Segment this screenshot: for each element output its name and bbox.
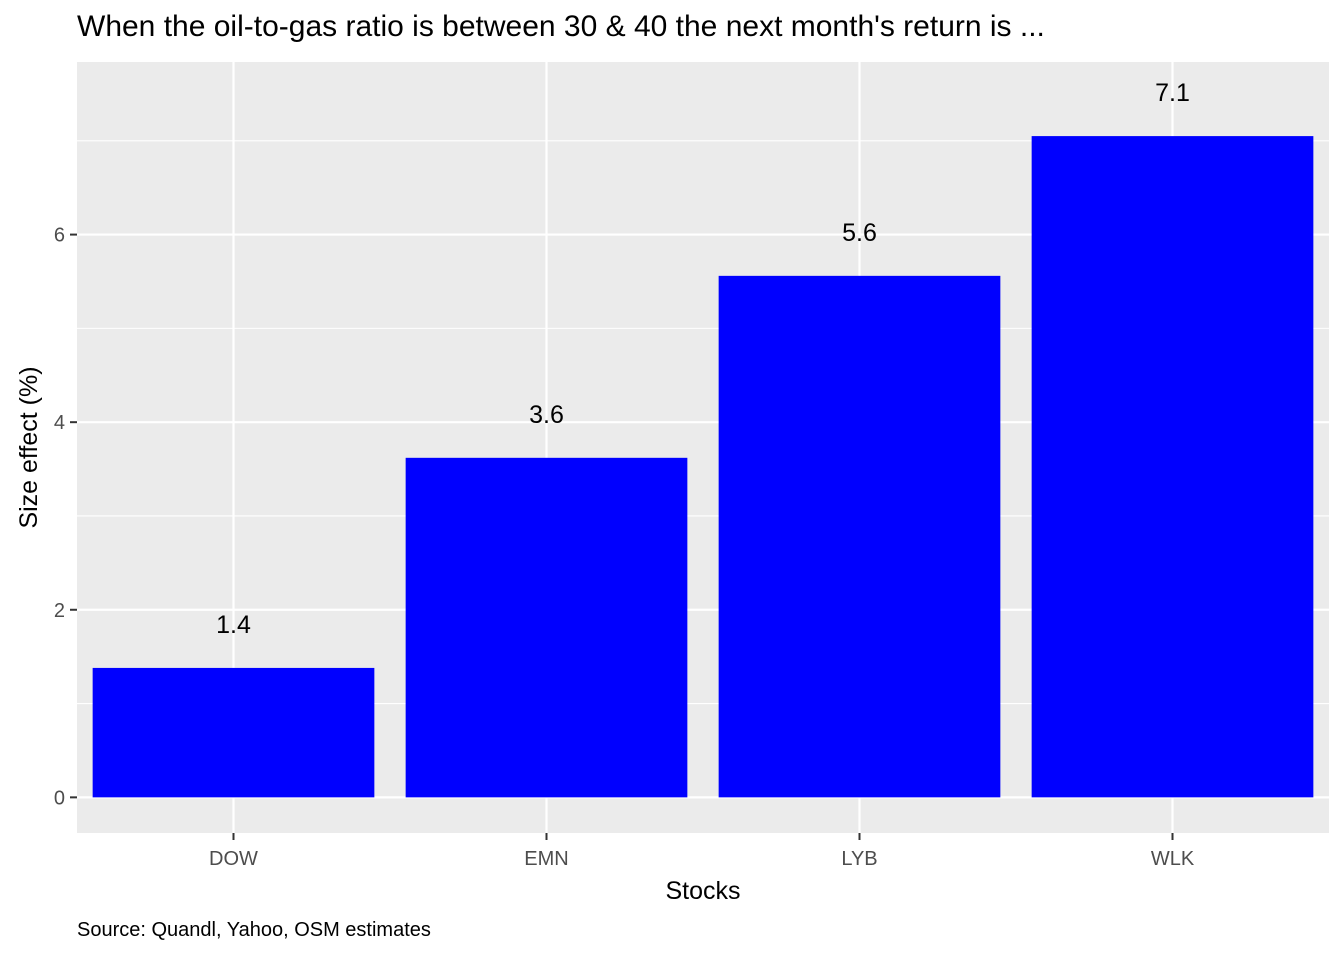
bar-lyb bbox=[718, 275, 1001, 798]
y-axis: 0 2 4 6 bbox=[54, 225, 77, 809]
x-tick-label: WLK bbox=[1151, 848, 1195, 870]
bar-labels: 1.4 3.6 5.6 7.1 bbox=[216, 79, 1190, 639]
x-axis-title: Stocks bbox=[665, 877, 740, 905]
bar-emn bbox=[405, 457, 688, 798]
bar-dow bbox=[92, 667, 375, 798]
data-label-emn: 3.6 bbox=[529, 401, 564, 429]
bars bbox=[92, 136, 1314, 798]
y-tick-label: 4 bbox=[54, 412, 65, 434]
data-label-lyb: 5.6 bbox=[842, 219, 877, 247]
data-label-dow: 1.4 bbox=[216, 611, 251, 639]
x-tick-label: DOW bbox=[209, 848, 258, 870]
chart-title: When the oil-to-gas ratio is between 30 … bbox=[77, 10, 1045, 43]
x-tick-label: EMN bbox=[524, 848, 568, 870]
y-tick-label: 2 bbox=[54, 600, 65, 622]
x-tick-label: LYB bbox=[841, 848, 877, 870]
x-axis: DOW EMN LYB WLK bbox=[209, 833, 1195, 870]
y-tick-label: 6 bbox=[54, 225, 65, 247]
y-tick-label: 0 bbox=[54, 787, 65, 809]
data-label-wlk: 7.1 bbox=[1155, 79, 1190, 107]
y-axis-title: Size effect (%) bbox=[15, 366, 43, 528]
chart-caption: Source: Quandl, Yahoo, OSM estimates bbox=[77, 919, 431, 941]
bar-wlk bbox=[1031, 136, 1314, 798]
